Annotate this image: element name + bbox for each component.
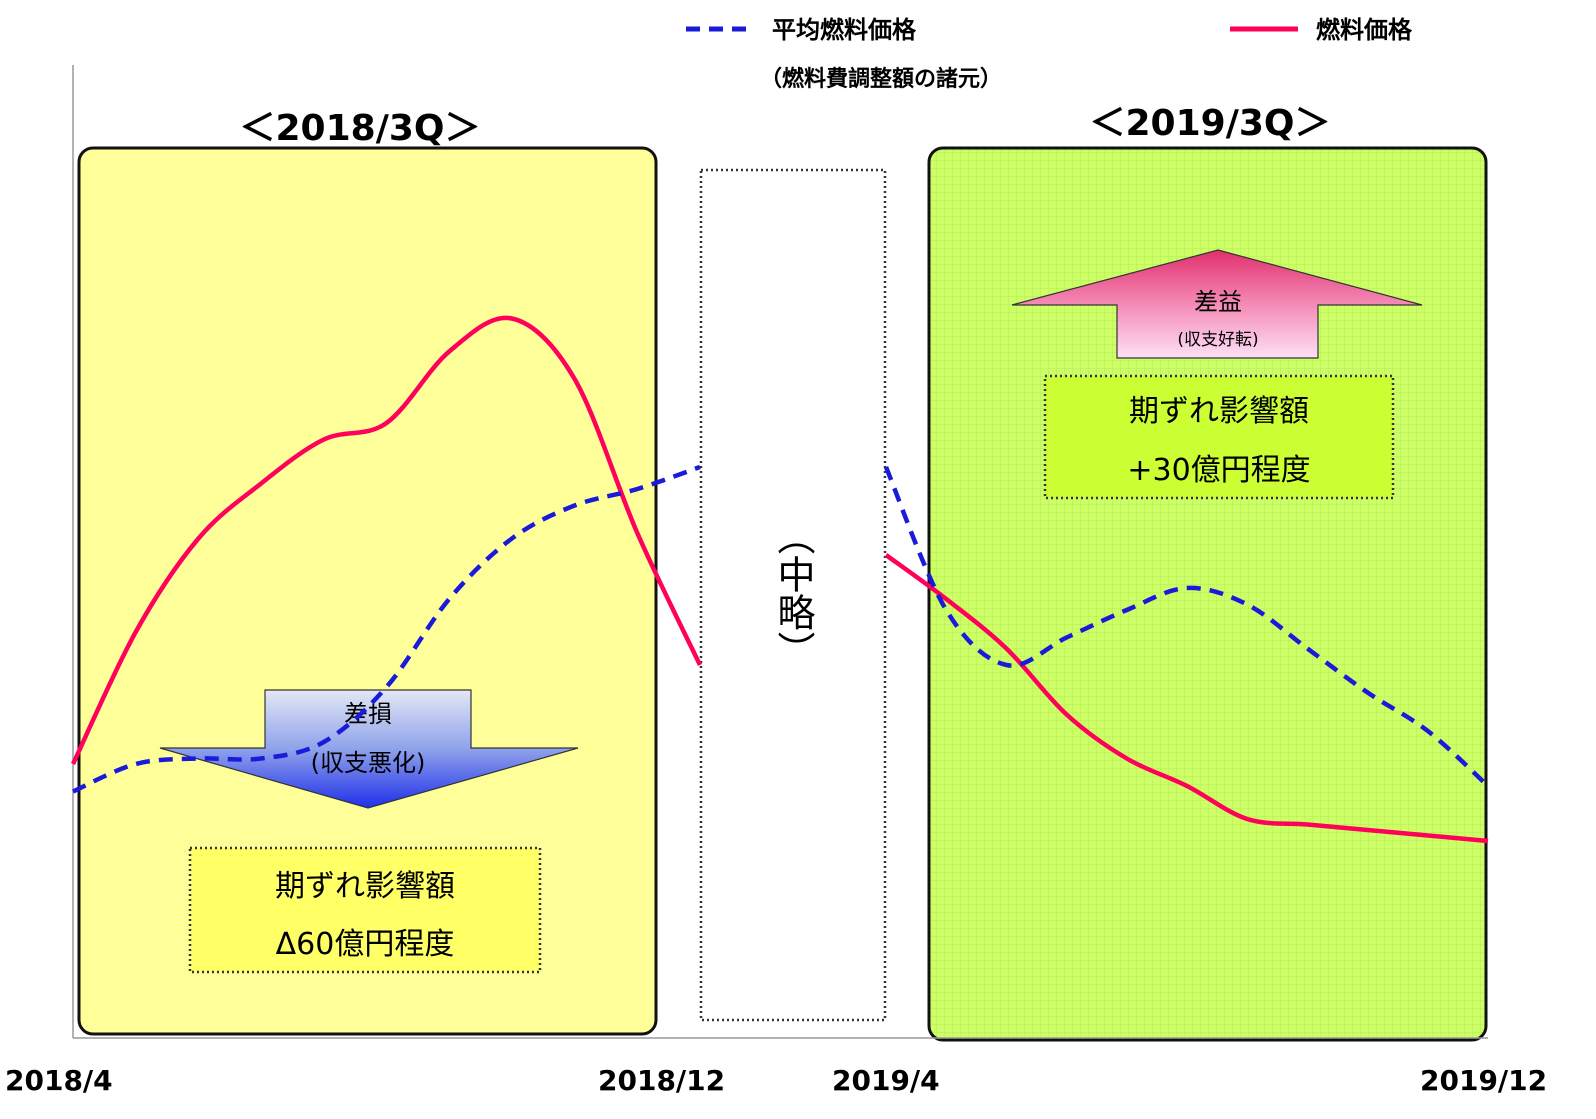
loss-label: 差損: [344, 700, 392, 728]
loss-sublabel: (収支悪化): [311, 749, 426, 777]
gain-impact-line2: +30億円程度: [1127, 453, 1310, 488]
x-tick-2019-4: 2019/4: [832, 1064, 940, 1097]
gain-arrow: [1011, 249, 1423, 359]
gain-impact-line1: 期ずれ影響額: [1129, 394, 1309, 429]
fuel-price-line-2019: [884, 553, 1489, 844]
legend-fuel-label: 燃料価格: [1316, 16, 1413, 44]
loss-impact-line2: Δ60億円程度: [276, 927, 455, 962]
legend-avg-sublabel: （燃料費調整額の諸元）: [760, 66, 1002, 92]
period-title-2019-3q: ＜2019/3Q＞: [1090, 103, 1331, 144]
legend-avg-label: 平均燃料価格: [772, 16, 917, 44]
gain-impact-box: [1043, 374, 1395, 500]
period-title-2018-3q: ＜2018/3Q＞: [240, 108, 481, 149]
gain-sublabel: (収支好転): [1177, 330, 1258, 350]
loss-arrow: [159, 689, 579, 809]
loss-impact-line1: 期ずれ影響額: [275, 869, 455, 904]
fuel-price-line-2018: [70, 315, 703, 765]
omitted-section-label: （中略）: [771, 517, 815, 669]
loss-impact-box: [188, 846, 542, 974]
panel-2018-3q: [77, 146, 658, 1036]
avg-fuel-price-line-2019: [883, 466, 1490, 788]
x-tick-2019-12: 2019/12: [1420, 1064, 1547, 1097]
avg-fuel-price-line-2018: [72, 464, 701, 794]
omitted-section-box: [699, 168, 887, 1022]
x-tick-2018-12: 2018/12: [598, 1064, 725, 1097]
gain-label: 差益: [1194, 288, 1242, 316]
panel-2019-3q: [927, 146, 1488, 1042]
x-tick-2018-4: 2018/4: [5, 1064, 113, 1097]
